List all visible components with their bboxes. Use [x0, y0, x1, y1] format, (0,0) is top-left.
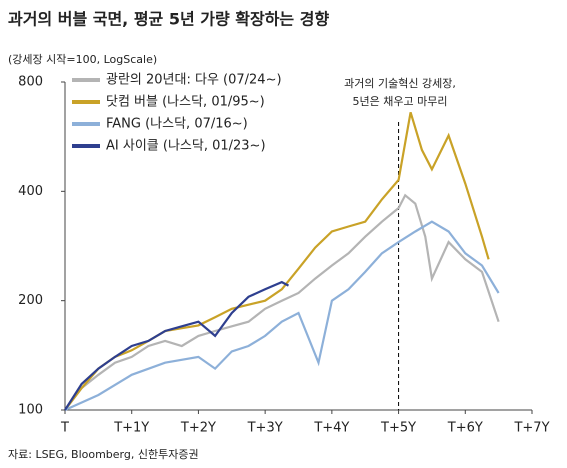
y-tick-label: 200 — [18, 293, 43, 308]
y-tick-label: 100 — [18, 403, 43, 418]
x-tick-label: T+5Y — [380, 421, 416, 436]
x-tick-label: T+3Y — [247, 421, 283, 436]
y-tick-label: 800 — [18, 75, 43, 90]
legend-label: FANG (나스닥, 07/16~) — [106, 117, 248, 132]
annotation: 5년은 채우고 마무리 — [353, 95, 448, 108]
legend-label: AI 사이클 (나스닥, 01/23~) — [106, 139, 266, 154]
y-tick-label: 400 — [18, 184, 43, 199]
y-axis-label: (강세장 시작=100, LogScale) — [8, 53, 157, 66]
legend-label: 닷컴 버블 (나스닥, 01/95~) — [106, 95, 265, 110]
chart-title: 과거의 버블 국면, 평균 5년 가량 확장하는 경향 — [8, 10, 329, 29]
x-tick-label: T+4Y — [313, 421, 349, 436]
x-tick-label: T+7Y — [513, 421, 549, 436]
source: 자료: LSEG, Bloomberg, 신한투자증권 — [8, 448, 199, 461]
x-tick-label: T+2Y — [180, 421, 216, 436]
series-line — [64, 220, 500, 412]
x-tick-label: T+6Y — [447, 421, 483, 436]
series-line — [64, 193, 500, 411]
series-line — [64, 280, 290, 411]
x-tick-label: T+1Y — [113, 421, 149, 436]
x-tick-label: T — [60, 421, 69, 436]
legend-label: 광란의 20년대: 다우 (07/24~) — [106, 73, 282, 88]
annotation: 과거의 기술혁신 강세장, — [344, 77, 456, 90]
series-line — [64, 111, 490, 411]
